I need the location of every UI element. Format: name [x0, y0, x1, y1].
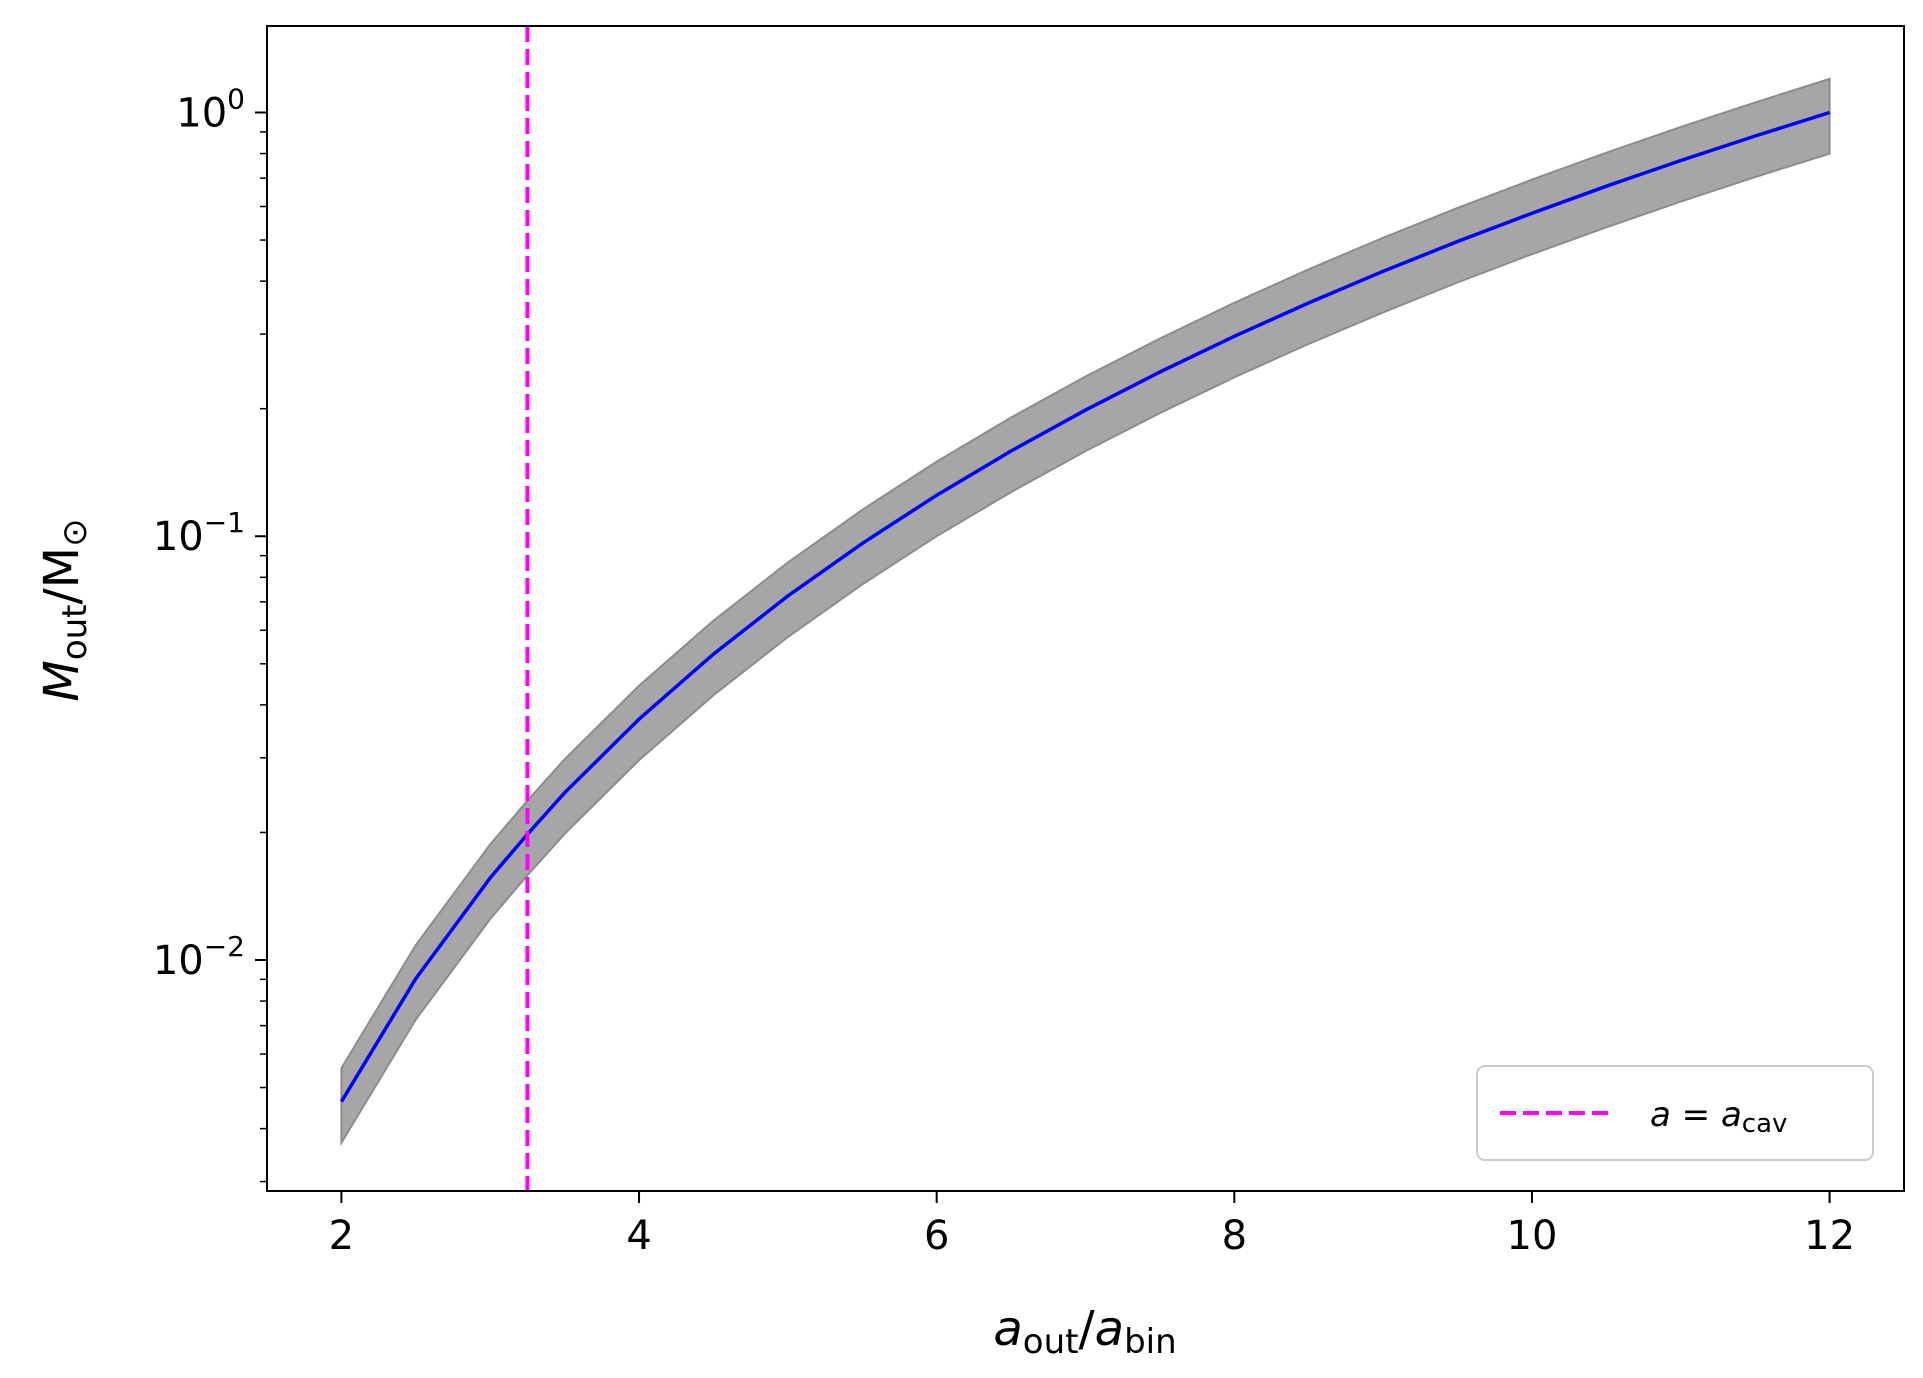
y-axis-ticks: 10−2 10−1 100	[153, 82, 267, 1183]
uncertainty-band	[340, 77, 1831, 1147]
series-line	[339, 110, 1831, 1103]
x-tick-label: 8	[1222, 1213, 1247, 1259]
x-tick-label: 10	[1507, 1213, 1558, 1259]
x-tick-label: 12	[1804, 1213, 1855, 1259]
x-axis-label: aout/abin	[993, 1301, 1176, 1362]
legend-label: a = acav	[1650, 1095, 1787, 1139]
plot-area	[339, 26, 1831, 1191]
x-tick-label: 6	[924, 1213, 949, 1259]
axes-frame	[266, 25, 1905, 1192]
y-tick-label: 10−2	[153, 930, 245, 984]
x-tick-label: 4	[626, 1213, 651, 1259]
x-tick-label: 2	[329, 1213, 354, 1259]
y-axis-label: Mout/M⊙	[34, 518, 95, 701]
legend-box	[1476, 1065, 1874, 1161]
legend: a = acav	[1476, 1065, 1874, 1161]
y-tick-label: 100	[176, 82, 245, 136]
x-axis-ticks: 2 4 6 8 10 12	[329, 1191, 1855, 1259]
y-tick-label: 10−1	[153, 506, 245, 560]
